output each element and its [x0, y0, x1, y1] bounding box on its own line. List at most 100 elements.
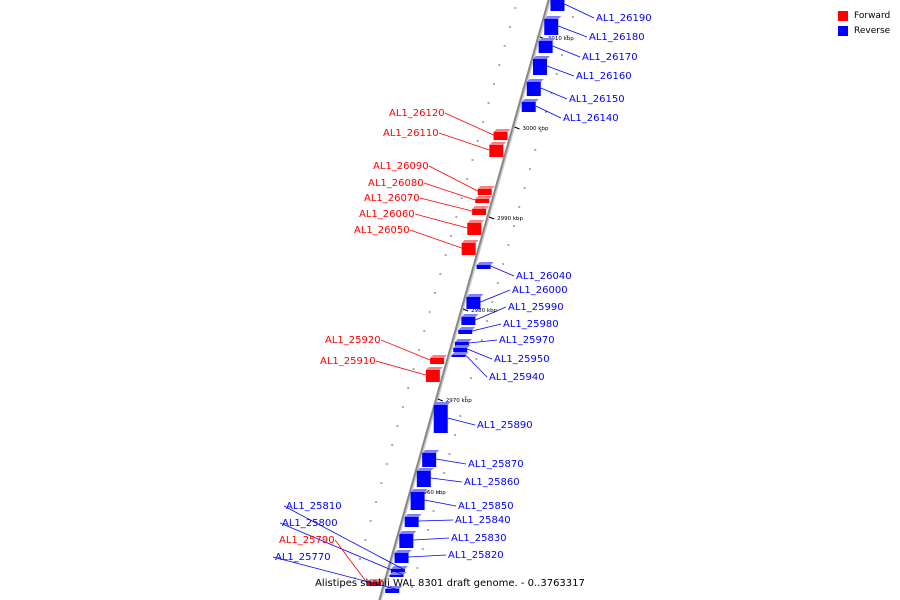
gene-label: AL1_25920 — [325, 335, 381, 346]
gene-AL1_26150[interactable]: AL1_26150 — [526, 79, 625, 105]
gene-AL1_26070[interactable]: AL1_26070 — [364, 193, 490, 215]
gene-label: AL1_25810 — [286, 501, 342, 512]
gene-leader — [283, 505, 406, 571]
gene-AL1_25850[interactable]: AL1_25850 — [410, 489, 514, 512]
gene-AL1_26160[interactable]: AL1_26160 — [532, 56, 632, 82]
gene-glyph-top — [526, 79, 544, 82]
gene-AL1_25790[interactable]: AL1_25790 — [279, 535, 385, 586]
gene-AL1_26050[interactable]: AL1_26050 — [354, 225, 479, 255]
gene-AL1_25800[interactable]: AL1_25800 — [279, 518, 407, 577]
gene-AL1_26170[interactable]: AL1_26170 — [538, 38, 638, 63]
gene-label: AL1_26160 — [576, 71, 632, 82]
gene-glyph — [532, 59, 547, 75]
gene-glyph-top — [451, 352, 469, 355]
gene-glyph — [538, 41, 553, 53]
gene-glyph — [385, 589, 400, 593]
gene-glyph — [453, 348, 468, 352]
gene-AL1_25870[interactable]: AL1_25870 — [422, 450, 524, 470]
gene-AL1_25970[interactable]: AL1_25970 — [454, 335, 555, 346]
gene-leader — [475, 306, 507, 321]
gene-AL1_25990[interactable]: AL1_25990 — [461, 302, 564, 325]
gene-AL1_25770[interactable]: AL1_25770 — [272, 552, 403, 593]
scale-tick — [514, 126, 520, 130]
gene-glyph-top — [394, 550, 412, 553]
gene-glyph — [410, 492, 425, 510]
gene-AL1_26090[interactable]: AL1_26090 — [373, 161, 495, 195]
gene-glyph-top — [454, 339, 472, 342]
gene-AL1_26140[interactable]: AL1_26140 — [521, 99, 619, 124]
gene-glyph-top — [399, 531, 417, 534]
gene-AL1_25840[interactable]: AL1_25840 — [404, 514, 511, 527]
gene-glyph-top — [544, 16, 562, 19]
gene-leader — [546, 65, 575, 77]
gene-glyph-top — [453, 345, 471, 348]
gene-leader — [423, 182, 476, 201]
gene-glyph-top — [521, 99, 539, 102]
gene-glyph-top — [404, 514, 422, 517]
gene-glyph — [454, 342, 469, 346]
gene-AL1_26110[interactable]: AL1_26110 — [383, 128, 507, 157]
gene-label: AL1_25940 — [489, 372, 545, 383]
gene-glyph — [416, 471, 431, 487]
gene-AL1_26040[interactable]: AL1_26040 — [476, 262, 572, 282]
gene-glyph-top — [367, 579, 385, 582]
gene-label: AL1_25840 — [455, 515, 511, 526]
gene-glyph — [476, 265, 491, 269]
scale-tick-label: 3010 kbp — [548, 36, 574, 42]
gene-glyph — [367, 582, 382, 586]
gene-glyph — [493, 132, 508, 140]
backbone-shadow — [379, 0, 552, 600]
gene-glyph-top — [458, 327, 476, 330]
gene-label: AL1_26140 — [563, 113, 619, 124]
scale-tick-label: 2970 kbp — [446, 398, 472, 404]
gene-leader — [438, 132, 490, 151]
gene-AL1_25920[interactable]: AL1_25920 — [325, 335, 448, 364]
gene-label: AL1_26000 — [512, 285, 568, 296]
gene-glyph-top — [538, 38, 556, 41]
gene-leader — [380, 339, 431, 361]
gene-AL1_25820[interactable]: AL1_25820 — [394, 550, 504, 563]
gene-glyph — [390, 569, 405, 573]
gene-glyph — [477, 189, 492, 195]
scale-tick-label: 2960 kbp — [420, 490, 446, 496]
gene-leader — [334, 539, 368, 584]
gene-glyph-top — [385, 586, 403, 589]
gene-AL1_25980[interactable]: AL1_25980 — [458, 319, 559, 334]
gene-AL1_25860[interactable]: AL1_25860 — [416, 468, 520, 488]
gene-glyph — [489, 145, 504, 157]
gene-glyph — [521, 102, 536, 112]
gene-glyph — [526, 82, 541, 96]
gene-AL1_26120[interactable]: AL1_26120 — [389, 108, 511, 140]
gene-leader — [419, 197, 473, 212]
gene-AL1_25890[interactable]: AL1_25890 — [433, 402, 533, 433]
gene-label: AL1_25830 — [451, 533, 507, 544]
gene-label: AL1_26150 — [569, 94, 625, 105]
gene-label: AL1_26170 — [582, 52, 638, 63]
gene-AL1_26060[interactable]: AL1_26060 — [359, 209, 485, 235]
reverse-swatch — [838, 25, 848, 36]
gene-glyph — [461, 317, 476, 325]
gene-label: AL1_25800 — [282, 518, 338, 529]
gene-label: AL1_26090 — [373, 161, 429, 172]
gene-leader — [418, 519, 454, 522]
gene-label: AL1_25980 — [503, 319, 559, 330]
gene-AL1_25830[interactable]: AL1_25830 — [399, 531, 507, 548]
gene-glyph — [394, 553, 409, 563]
gene-glyph-top — [410, 489, 428, 492]
gene-AL1_25810[interactable]: AL1_25810 — [283, 501, 408, 573]
gene-AL1_25910[interactable]: AL1_25910 — [320, 356, 443, 382]
gene-AL1_26180[interactable]: AL1_26180 — [544, 16, 645, 43]
gene-glyph-top — [461, 314, 479, 317]
gene-leader — [428, 165, 478, 192]
gene-AL1_25950[interactable]: AL1_25950 — [453, 345, 550, 365]
gene-glyph-top — [433, 402, 451, 405]
gene-AL1_26080[interactable]: AL1_26080 — [368, 178, 493, 203]
gene-glyph — [404, 517, 419, 527]
gene-leader — [408, 554, 447, 558]
gene-AL1_25940[interactable]: AL1_25940 — [451, 352, 545, 383]
gene-AL1_26000[interactable]: AL1_26000 — [466, 285, 568, 309]
gene-AL1_26190[interactable]: AL1_26190 — [550, 0, 652, 24]
gene-glyph — [461, 243, 476, 255]
gene-label: AL1_25910 — [320, 356, 376, 367]
